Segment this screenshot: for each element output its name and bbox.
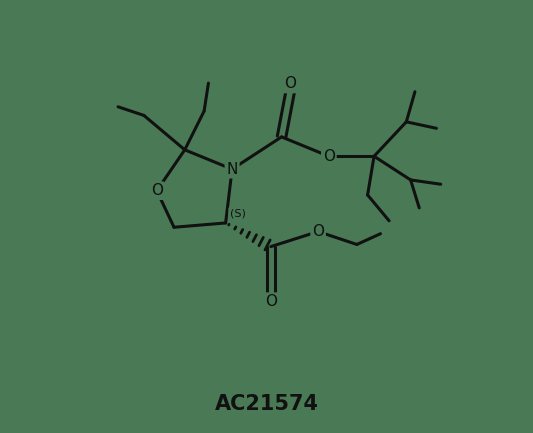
- Text: O: O: [284, 77, 296, 91]
- Text: O: O: [323, 149, 335, 164]
- Text: O: O: [265, 294, 277, 309]
- Text: O: O: [312, 224, 324, 239]
- Text: O: O: [151, 183, 163, 198]
- Text: (S): (S): [230, 208, 246, 219]
- Text: N: N: [227, 162, 238, 177]
- Text: AC21574: AC21574: [214, 394, 319, 414]
